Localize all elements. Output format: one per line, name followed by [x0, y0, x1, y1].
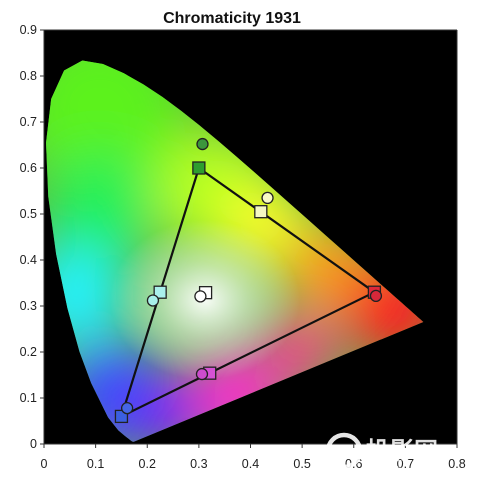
watermark-logo-ring — [325, 432, 363, 470]
watermark-logo-core — [338, 445, 350, 457]
circle-marker — [120, 401, 134, 415]
y-tick-label: 0.8 — [20, 69, 37, 83]
y-tick-label: 0.1 — [20, 391, 37, 405]
y-tick-label: 0.9 — [20, 23, 37, 37]
y-axis-ticks: 0 0.1 0.2 0.3 0.4 0.5 0.6 0.7 0.8 0.9 — [20, 23, 44, 451]
watermark-logo-icon — [325, 432, 363, 470]
y-tick-label: 0.7 — [20, 115, 37, 129]
square-marker — [254, 205, 268, 219]
x-tick-label: 0.2 — [139, 457, 156, 471]
square-marker — [153, 285, 167, 299]
y-tick-label: 0.3 — [20, 299, 37, 313]
chart-title: Chromaticity 1931 — [163, 10, 301, 27]
watermark: 投影网 TOUYING — [325, 432, 438, 472]
x-tick-label: 0.4 — [242, 457, 259, 471]
circle-marker — [195, 367, 209, 381]
circle-marker — [369, 289, 383, 303]
x-tick-label: 0.1 — [87, 457, 104, 471]
y-tick-label: 0 — [30, 437, 37, 451]
y-tick-label: 0.2 — [20, 345, 37, 359]
x-tick-label: 0.7 — [397, 457, 414, 471]
x-tick-label: 0.5 — [293, 457, 310, 471]
x-tick-label: 0 — [41, 457, 48, 471]
y-tick-label: 0.6 — [20, 161, 37, 175]
watermark-text: 投影网 — [366, 438, 438, 465]
measurement-markers — [114, 137, 383, 424]
watermark-subtext: TOUYING — [368, 466, 402, 472]
blob-green-low — [46, 155, 155, 265]
x-tick-label: 0.8 — [448, 457, 465, 471]
circle-marker — [261, 191, 274, 205]
circle-marker — [146, 294, 160, 307]
x-tick-label: 0.3 — [190, 457, 207, 471]
circle-marker — [196, 137, 209, 151]
y-tick-label: 0.4 — [20, 253, 37, 267]
y-tick-label: 0.5 — [20, 207, 37, 221]
square-marker — [192, 161, 206, 175]
circle-marker — [194, 290, 207, 303]
